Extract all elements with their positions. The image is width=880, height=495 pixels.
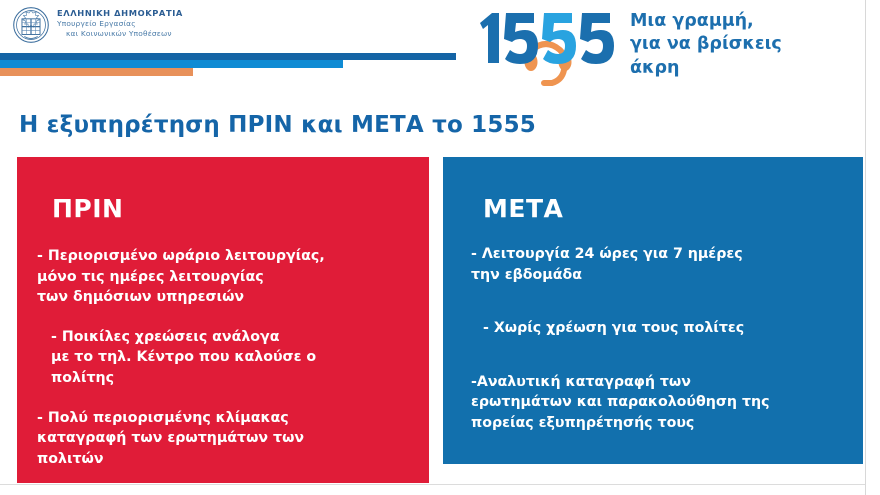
brand-tagline: Μια γραμμή, για να βρίσκεις άκρη xyxy=(630,10,782,80)
ministry-line-1: ΕΛΛΗΝΙΚΗ ΔΗΜΟΚΡΑΤΙΑ xyxy=(57,8,183,18)
tagline-line-3: άκρη xyxy=(630,57,680,78)
list-item: - Ποικίλες χρεώσεις ανάλογα με το τηλ. Κ… xyxy=(51,328,317,386)
panel-before-heading: ΠΡΙΝ xyxy=(52,194,124,223)
bottom-divider xyxy=(0,484,866,485)
ministry-line-3: και Κοινωνικών Υποθέσεων xyxy=(66,28,172,38)
ministry-name-block: ΕΛΛΗΝΙΚΗ ΔΗΜΟΚΡΑΤΙΑ Υπουργείο Εργασίας κ… xyxy=(57,6,183,38)
panel-before-bullet-list: - Περιορισμένο ωράριο λειτουργίας, μόνο … xyxy=(37,246,412,488)
tagline-line-2: για να βρίσκεις xyxy=(630,34,782,55)
list-item: - Λειτουργία 24 ώρες για 7 ημέρες την εβ… xyxy=(471,246,743,283)
ministry-logo: ΕΛΛΗΝΙΚΗ ΔΗΜΟΚΡΑΤΙΑ Υπουργείο Εργασίας κ… xyxy=(12,6,183,44)
ministry-line-2: Υπουργείο Εργασίας xyxy=(57,18,136,28)
panel-after: ΜΕΤΑ - Λειτουργία 24 ώρες για 7 ημέρες τ… xyxy=(443,157,863,464)
decor-bar-dark-blue xyxy=(0,53,456,60)
page-title: Η εξυπηρέτηση ΠΡΙΝ και ΜΕΤΑ το 1555 xyxy=(19,112,536,138)
panel-before: ΠΡΙΝ - Περιορισμένο ωράριο λειτουργίας, … xyxy=(17,157,429,483)
decor-bar-mid-blue xyxy=(0,60,343,68)
greek-coat-of-arms-icon xyxy=(13,7,49,43)
list-item: - Περιορισμένο ωράριο λειτουργίας, μόνο … xyxy=(37,248,325,306)
panel-after-heading: ΜΕΤΑ xyxy=(483,194,564,223)
list-item: - Χωρίς χρέωση για τους πολίτες xyxy=(483,320,745,337)
list-item: -Αναλυτική καταγραφή των ερωτημάτων και … xyxy=(471,373,770,431)
list-item: - Πολύ περιορισμένης κλίμακας καταγραφή … xyxy=(37,409,305,467)
decor-bar-orange xyxy=(0,68,193,76)
slide-header: ΕΛΛΗΝΙΚΗ ΔΗΜΟΚΡΑΤΙΑ Υπουργείο Εργασίας κ… xyxy=(0,0,880,100)
brand-logo-1555: Μια γραμμή, για να βρίσκεις άκρη xyxy=(472,4,782,86)
tagline-line-1: Μια γραμμή, xyxy=(630,11,754,31)
logo-1555-number-icon xyxy=(480,13,614,86)
panel-after-bullet-list: - Λειτουργία 24 ώρες για 7 ημέρες την εβ… xyxy=(471,244,856,467)
right-edge-frame xyxy=(865,0,880,495)
